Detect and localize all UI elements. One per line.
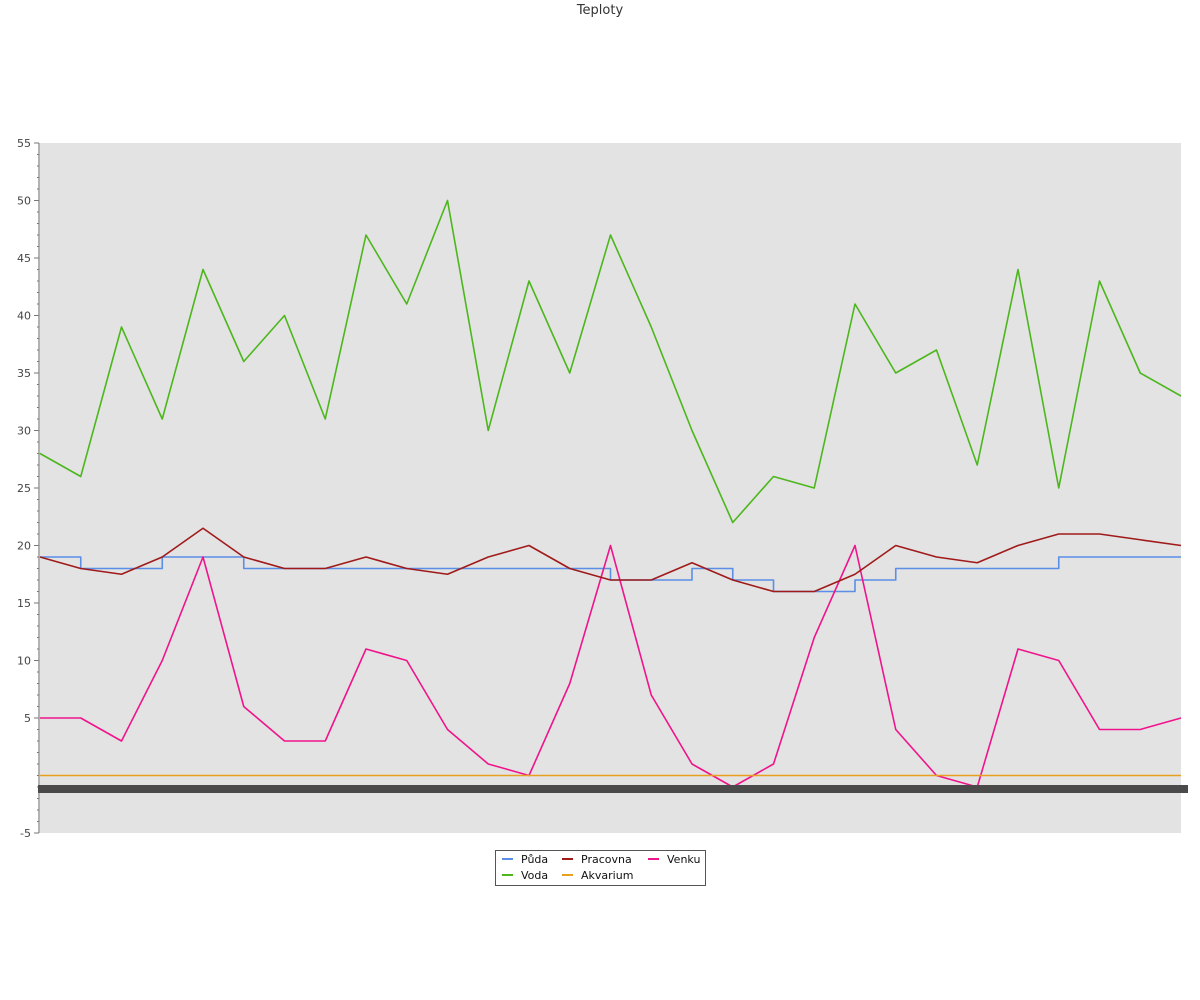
x-axis-band xyxy=(38,785,1188,793)
legend-label: Voda xyxy=(521,869,549,882)
legend-item-voda: Voda xyxy=(502,869,548,883)
y-tick-label: 40 xyxy=(17,310,31,323)
legend-item-puda: Půda xyxy=(502,853,548,867)
series-line-voda xyxy=(39,199,1182,524)
y-tick-label: 45 xyxy=(17,252,31,265)
legend-swatch-venku xyxy=(648,858,659,860)
chart-title: Teploty xyxy=(576,3,624,18)
y-tick-label: 15 xyxy=(17,597,31,610)
legend-swatch-pracovna xyxy=(562,858,573,860)
y-tick-label: -5 xyxy=(20,827,31,840)
legend-item-venku: Venku xyxy=(648,853,700,867)
legend-label: Půda xyxy=(521,853,549,866)
series-layer xyxy=(39,199,1182,788)
legend-swatch-puda xyxy=(502,858,513,860)
legend: Půda Pracovna Venku Voda Akvarium xyxy=(495,850,706,886)
series-line-pracovna xyxy=(39,527,1182,593)
legend-label: Pracovna xyxy=(581,853,632,866)
y-tick-label: 30 xyxy=(17,425,31,438)
y-tick-label: 20 xyxy=(17,540,31,553)
legend-label: Akvarium xyxy=(581,869,634,882)
y-tick-label: 10 xyxy=(17,655,31,668)
y-tick-label: 35 xyxy=(17,367,31,380)
series-line-venku xyxy=(40,544,1182,788)
legend-swatch-voda xyxy=(502,874,513,876)
legend-label: Venku xyxy=(667,853,701,866)
y-axis: -5 5 10 15 20 25 30 35 40 45 50 55 xyxy=(17,137,40,840)
y-tick-label: 25 xyxy=(17,482,31,495)
y-tick-label: 55 xyxy=(17,137,31,150)
y-tick-label: 50 xyxy=(17,195,31,208)
legend-item-pracovna: Pracovna xyxy=(562,853,632,867)
legend-item-akvarium: Akvarium xyxy=(562,869,633,883)
plot-area xyxy=(40,143,1181,833)
legend-swatch-akvarium xyxy=(562,874,573,876)
y-tick-label: 5 xyxy=(24,712,31,725)
